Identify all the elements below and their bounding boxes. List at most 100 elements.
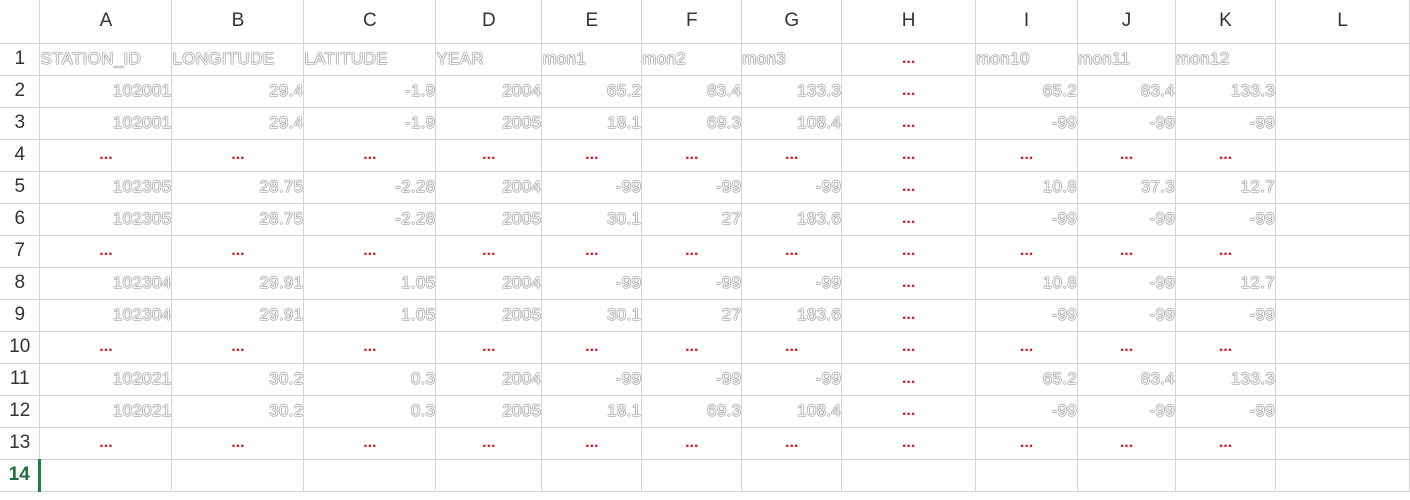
cell-g11[interactable]: -99: [741, 362, 843, 396]
cell-d4[interactable]: ...: [435, 138, 543, 172]
cell-i9[interactable]: -99: [975, 298, 1079, 332]
cell-h6[interactable]: ...: [841, 202, 977, 236]
row-header-11[interactable]: 11: [0, 362, 41, 396]
cell-e9[interactable]: 30.1: [541, 298, 643, 332]
cell-e6[interactable]: 30.1: [541, 202, 643, 236]
cell-l12[interactable]: [1274, 394, 1410, 428]
column-header-e[interactable]: E: [541, 0, 643, 44]
cell-e14[interactable]: [541, 458, 643, 492]
cell-e2[interactable]: 65.2: [541, 74, 643, 108]
row-header-14[interactable]: 14: [0, 458, 42, 492]
cell-g3[interactable]: 108.4: [741, 106, 843, 140]
cell-l5[interactable]: [1274, 170, 1410, 204]
cell-b8[interactable]: 29.91: [171, 266, 305, 300]
cell-e7[interactable]: ...: [541, 234, 643, 268]
cell-i14[interactable]: [975, 458, 1079, 492]
cell-d7[interactable]: ...: [435, 234, 543, 268]
cell-c14[interactable]: [303, 458, 437, 492]
cell-k14[interactable]: [1175, 458, 1276, 492]
cell-i2[interactable]: 65.2: [975, 74, 1079, 108]
cell-b11[interactable]: 30.2: [171, 362, 305, 396]
cell-k13[interactable]: ...: [1175, 426, 1276, 460]
cell-c10[interactable]: ...: [303, 330, 437, 364]
cell-d14[interactable]: [435, 458, 543, 492]
cell-a6[interactable]: 102305: [39, 202, 173, 236]
row-header-8[interactable]: 8: [0, 266, 41, 300]
cell-h3[interactable]: ...: [841, 106, 977, 140]
column-header-k[interactable]: K: [1175, 0, 1276, 44]
cell-j10[interactable]: ...: [1077, 330, 1177, 364]
cell-a14[interactable]: [39, 458, 173, 492]
cell-l11[interactable]: [1274, 362, 1410, 396]
column-header-c[interactable]: C: [303, 0, 437, 44]
cell-b9[interactable]: 29.91: [171, 298, 305, 332]
cell-d5[interactable]: 2004: [435, 170, 543, 204]
column-header-a[interactable]: A: [39, 0, 173, 44]
row-header-1[interactable]: 1: [0, 42, 41, 76]
cell-l3[interactable]: [1274, 106, 1410, 140]
cell-h11[interactable]: ...: [841, 362, 977, 396]
cell-g12[interactable]: 108.4: [741, 394, 843, 428]
cell-b10[interactable]: ...: [171, 330, 305, 364]
column-header-j[interactable]: J: [1077, 0, 1177, 44]
cell-g13[interactable]: ...: [741, 426, 843, 460]
cell-k12[interactable]: -99: [1175, 394, 1276, 428]
cell-i10[interactable]: ...: [975, 330, 1079, 364]
cell-h12[interactable]: ...: [841, 394, 977, 428]
cell-h9[interactable]: ...: [841, 298, 977, 332]
cell-l2[interactable]: [1274, 74, 1410, 108]
cell-d6[interactable]: 2005: [435, 202, 543, 236]
cell-d2[interactable]: 2004: [435, 74, 543, 108]
cell-e8[interactable]: -99: [541, 266, 643, 300]
cell-d11[interactable]: 2004: [435, 362, 543, 396]
cell-f11[interactable]: -99: [641, 362, 743, 396]
column-header-b[interactable]: B: [171, 0, 305, 44]
cell-h8[interactable]: ...: [841, 266, 977, 300]
cell-f1[interactable]: mon2: [641, 42, 743, 76]
cell-a1[interactable]: STATION_ID: [39, 42, 173, 76]
cell-l14[interactable]: [1274, 458, 1410, 492]
cell-a5[interactable]: 102305: [39, 170, 173, 204]
cell-l13[interactable]: [1274, 426, 1410, 460]
cell-j1[interactable]: mon11: [1077, 42, 1177, 76]
cell-l9[interactable]: [1274, 298, 1410, 332]
row-header-3[interactable]: 3: [0, 106, 41, 140]
cell-g7[interactable]: ...: [741, 234, 843, 268]
cell-l6[interactable]: [1274, 202, 1410, 236]
cell-b4[interactable]: ...: [171, 138, 305, 172]
cell-j2[interactable]: 83.4: [1077, 74, 1177, 108]
cell-f4[interactable]: ...: [641, 138, 743, 172]
cell-k2[interactable]: 133.3: [1175, 74, 1276, 108]
cell-i12[interactable]: -99: [975, 394, 1079, 428]
cell-f5[interactable]: -99: [641, 170, 743, 204]
cell-e10[interactable]: ...: [541, 330, 643, 364]
cell-g8[interactable]: -99: [741, 266, 843, 300]
cell-j9[interactable]: -99: [1077, 298, 1177, 332]
cell-j14[interactable]: [1077, 458, 1177, 492]
cell-i3[interactable]: -99: [975, 106, 1079, 140]
cell-k9[interactable]: -99: [1175, 298, 1276, 332]
cell-g14[interactable]: [741, 458, 843, 492]
cell-i8[interactable]: 10.8: [975, 266, 1079, 300]
cell-i6[interactable]: -99: [975, 202, 1079, 236]
cell-f2[interactable]: 83.4: [641, 74, 743, 108]
cell-h5[interactable]: ...: [841, 170, 977, 204]
cell-d9[interactable]: 2005: [435, 298, 543, 332]
cell-i11[interactable]: 65.2: [975, 362, 1079, 396]
cell-l4[interactable]: [1274, 138, 1410, 172]
cell-a2[interactable]: 102001: [39, 74, 173, 108]
cell-l1[interactable]: [1274, 42, 1410, 76]
cell-c4[interactable]: ...: [303, 138, 437, 172]
row-header-13[interactable]: 13: [0, 426, 41, 460]
cell-b14[interactable]: [171, 458, 305, 492]
cell-f12[interactable]: 69.3: [641, 394, 743, 428]
cell-b1[interactable]: LONGITUDE: [171, 42, 305, 76]
cell-c7[interactable]: ...: [303, 234, 437, 268]
cell-j3[interactable]: -99: [1077, 106, 1177, 140]
cell-l8[interactable]: [1274, 266, 1410, 300]
cell-h14[interactable]: [841, 458, 977, 492]
cell-h13[interactable]: ...: [841, 426, 977, 460]
cell-j6[interactable]: -99: [1077, 202, 1177, 236]
cell-f13[interactable]: ...: [641, 426, 743, 460]
cell-c13[interactable]: ...: [303, 426, 437, 460]
